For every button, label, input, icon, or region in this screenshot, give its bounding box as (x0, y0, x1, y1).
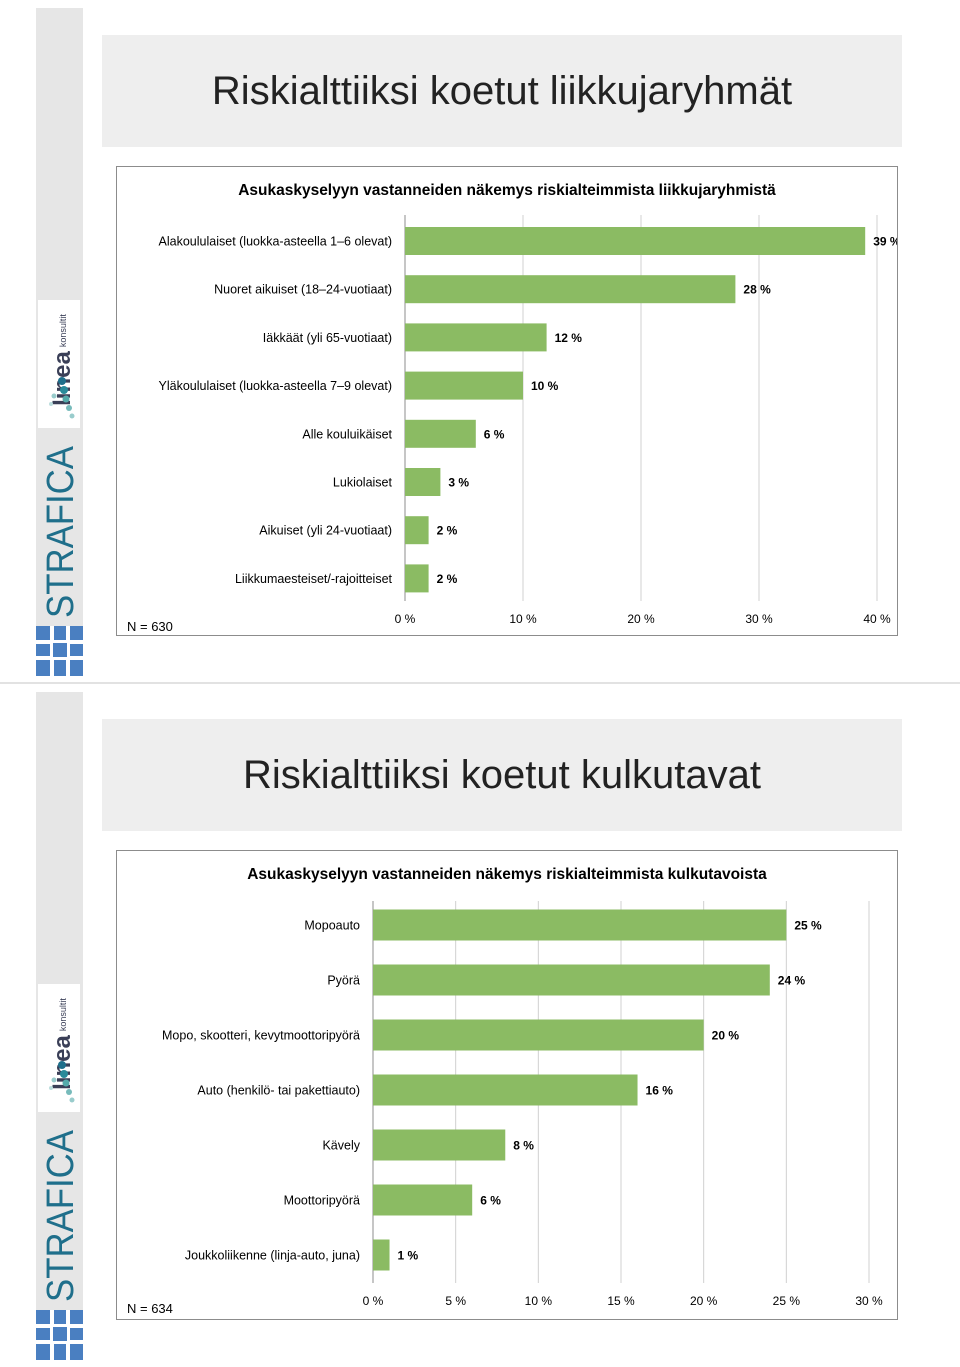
logo-dot (58, 1061, 66, 1069)
logo-dots-icon (49, 377, 75, 419)
category-label: Alle kouluikäiset (302, 427, 392, 441)
bar (405, 371, 523, 400)
logo-dot (49, 1086, 53, 1090)
linea-logo: linea konsultit (38, 984, 80, 1112)
category-label: Pyörä (327, 974, 360, 988)
slide-title: Riskialttiiksi koetut liikkujaryhmät (211, 68, 793, 113)
logo-dot (58, 377, 66, 385)
logo-dot (66, 1089, 72, 1095)
data-label: 39 % (873, 235, 897, 249)
bar (405, 468, 441, 496)
bar (405, 323, 547, 352)
data-label: 1 % (398, 1249, 419, 1263)
bar (405, 419, 476, 448)
category-label: Aikuiset (yli 24-vuotiaat) (259, 524, 392, 538)
bar (405, 275, 736, 304)
category-label: Alakoululaiset (luokka-asteella 1–6 olev… (159, 235, 392, 249)
sample-size-label: N = 634 (127, 1301, 173, 1316)
logo-dot (60, 386, 68, 394)
slide-1: linea konsultit STRAFICA Riskialttiiksi … (0, 0, 960, 683)
category-label: Mopo, skootteri, kevytmoottoripyörä (162, 1029, 360, 1043)
chart-modes: Asukaskyselyyn vastanneiden näkemys risk… (116, 850, 898, 1320)
data-label: 8 % (513, 1139, 534, 1153)
bar (405, 564, 429, 593)
data-label: 28 % (743, 283, 771, 297)
brand-mark-icon (36, 626, 83, 676)
slide-title-bar: Riskialttiiksi koetut liikkujaryhmät (102, 35, 902, 147)
logo-dot (66, 405, 72, 411)
linea-logo: linea konsultit (38, 300, 80, 428)
data-label: 6 % (484, 427, 505, 441)
data-label: 2 % (437, 572, 458, 586)
x-tick-label: 5 % (445, 1294, 466, 1308)
data-label: 16 % (646, 1084, 674, 1098)
x-tick-label: 0 % (363, 1294, 384, 1308)
category-label: Lukiolaiset (333, 476, 393, 490)
category-label: Auto (henkilö- tai pakettiauto) (197, 1084, 360, 1098)
category-label: Nuoret aikuiset (18–24-vuotiaat) (214, 283, 392, 297)
chart-groups-svg: Asukaskyselyyn vastanneiden näkemys risk… (127, 182, 897, 634)
slide-title-bar: Riskialttiiksi koetut kulkutavat (102, 719, 902, 831)
x-tick-label: 15 % (607, 1294, 635, 1308)
logo-dot (49, 402, 53, 406)
chart-groups: Asukaskyselyyn vastanneiden näkemys risk… (116, 166, 898, 636)
data-label: 10 % (531, 379, 559, 393)
x-tick-label: 25 % (773, 1294, 801, 1308)
logo-dot (60, 1070, 68, 1078)
x-tick-label: 30 % (855, 1294, 883, 1308)
category-label: Yläkoululaiset (luokka-asteella 7–9 olev… (159, 379, 392, 393)
x-tick-label: 40 % (863, 612, 891, 626)
bar (373, 1074, 638, 1106)
bar (405, 227, 866, 255)
x-tick-label: 20 % (690, 1294, 718, 1308)
slide-divider (0, 682, 960, 684)
x-tick-label: 10 % (525, 1294, 553, 1308)
data-label: 25 % (794, 919, 822, 933)
category-label: Moottoripyörä (284, 1194, 360, 1208)
category-label: Liikkumaesteiset/-rajoitteiset (235, 572, 393, 586)
logo-dots-icon (49, 1061, 75, 1103)
strafica-wordmark: STRAFICA (40, 444, 82, 620)
chart-modes-svg: Asukaskyselyyn vastanneiden näkemys risk… (127, 866, 883, 1316)
bar (373, 1129, 506, 1161)
x-tick-label: 20 % (627, 612, 655, 626)
logo-dot (62, 395, 70, 403)
strafica-wordmark: STRAFICA (40, 1128, 82, 1304)
data-label: 24 % (778, 974, 806, 988)
bar (373, 964, 770, 996)
x-tick-label: 0 % (395, 612, 416, 626)
category-label: Kävely (322, 1139, 360, 1153)
bar (373, 1019, 704, 1051)
logo-dot (69, 1097, 75, 1103)
bar (373, 909, 787, 941)
logo-dot (69, 413, 75, 419)
data-label: 3 % (448, 476, 469, 490)
x-tick-label: 30 % (745, 612, 773, 626)
logo-dot (51, 1077, 57, 1083)
chart-title: Asukaskyselyyn vastanneiden näkemys risk… (238, 182, 776, 199)
data-label: 20 % (712, 1029, 740, 1043)
brand-vertical-text: STRAFICA (40, 1129, 80, 1302)
data-label: 12 % (555, 331, 583, 345)
bar (373, 1239, 390, 1271)
chart-title: Asukaskyselyyn vastanneiden näkemys risk… (247, 866, 767, 883)
logo-dot (51, 393, 57, 399)
category-label: Joukkoliikenne (linja-auto, juna) (185, 1249, 360, 1263)
data-label: 6 % (480, 1194, 501, 1208)
data-label: 2 % (437, 524, 458, 538)
slide-2: linea konsultit STRAFICA Riskialttiiksi … (0, 684, 960, 1367)
brand-mark-icon (36, 1310, 83, 1360)
bar (405, 516, 429, 545)
brand-vertical-text: STRAFICA (40, 445, 80, 618)
slide-title: Riskialttiiksi koetut kulkutavat (243, 752, 761, 797)
category-label: Iäkkäät (yli 65-vuotiaat) (263, 331, 392, 345)
x-tick-label: 10 % (509, 612, 537, 626)
category-label: Mopoauto (304, 919, 360, 933)
logo-dot (62, 1079, 70, 1087)
sample-size-label: N = 630 (127, 619, 173, 634)
bar (373, 1184, 473, 1216)
